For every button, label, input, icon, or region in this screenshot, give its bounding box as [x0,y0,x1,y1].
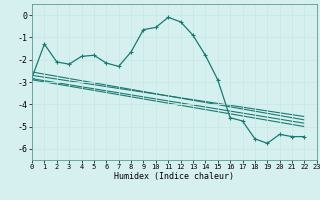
X-axis label: Humidex (Indice chaleur): Humidex (Indice chaleur) [115,172,234,181]
